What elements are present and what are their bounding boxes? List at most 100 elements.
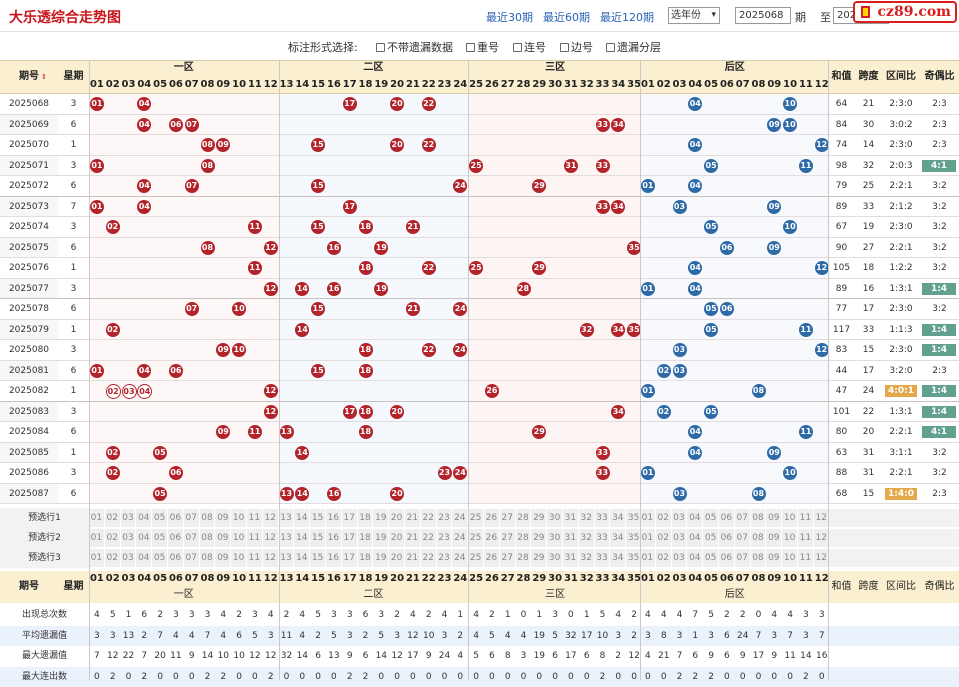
predict-number[interactable]: 19: [373, 549, 389, 567]
predict-number[interactable]: 28: [515, 529, 531, 547]
predict-number[interactable]: 06: [719, 529, 734, 547]
predict-number[interactable]: 02: [655, 529, 671, 547]
predict-number[interactable]: 24: [452, 549, 468, 567]
predict-number[interactable]: 32: [578, 529, 594, 547]
issue-cell[interactable]: 2025069: [0, 114, 58, 135]
checkbox-icon[interactable]: [513, 42, 522, 52]
issue-cell[interactable]: 2025085: [0, 442, 58, 463]
predict-number[interactable]: 27: [499, 509, 515, 527]
predict-number[interactable]: 30: [547, 509, 562, 527]
predict-number[interactable]: 21: [405, 509, 420, 527]
predict-number[interactable]: 07: [183, 509, 199, 527]
predict-number[interactable]: 11: [798, 509, 813, 527]
predict-number[interactable]: 20: [389, 509, 404, 527]
issue-cell[interactable]: 2025075: [0, 237, 58, 258]
predict-number[interactable]: 01: [89, 529, 104, 547]
predict-number[interactable]: 29: [531, 549, 547, 567]
predict-number[interactable]: 14: [294, 529, 310, 547]
predict-number[interactable]: 13: [278, 509, 294, 527]
predict-number[interactable]: 23: [436, 549, 452, 567]
predict-number[interactable]: 02: [104, 529, 120, 547]
predict-number[interactable]: 03: [671, 549, 687, 567]
predict-number[interactable]: 30: [547, 529, 562, 547]
predict-number[interactable]: 07: [734, 529, 750, 547]
checkbox-icon[interactable]: [466, 42, 475, 52]
issue-cell[interactable]: 2025078: [0, 299, 58, 320]
predict-number[interactable]: 30: [547, 549, 562, 567]
predict-number[interactable]: 32: [578, 509, 594, 527]
issue-cell[interactable]: 2025070: [0, 135, 58, 156]
predict-number[interactable]: 12: [262, 549, 278, 567]
predict-number[interactable]: 28: [515, 509, 531, 527]
recent-30-link[interactable]: 最近30期: [486, 11, 533, 24]
predict-number[interactable]: 16: [326, 549, 341, 567]
predict-number[interactable]: 22: [420, 509, 436, 527]
predict-number[interactable]: 23: [436, 529, 452, 547]
predict-number[interactable]: 05: [152, 529, 167, 547]
predict-number[interactable]: 29: [531, 509, 547, 527]
predict-number[interactable]: 08: [199, 509, 215, 527]
predict-number[interactable]: 33: [594, 549, 610, 567]
issue-cell[interactable]: 2025086: [0, 463, 58, 484]
predict-number[interactable]: 32: [578, 549, 594, 567]
issue-cell[interactable]: 2025072: [0, 176, 58, 197]
sort-icon[interactable]: ⇕: [41, 73, 47, 81]
predict-number[interactable]: 24: [452, 529, 468, 547]
issue-from-input[interactable]: 2025068: [735, 7, 791, 24]
predict-number[interactable]: 18: [357, 529, 373, 547]
option-edge[interactable]: 边号: [560, 39, 593, 55]
predict-number[interactable]: 06: [168, 509, 183, 527]
predict-number[interactable]: 16: [326, 529, 341, 547]
predict-number[interactable]: 14: [294, 549, 310, 567]
predict-number[interactable]: 21: [405, 529, 420, 547]
predict-number[interactable]: 07: [734, 509, 750, 527]
predict-number[interactable]: 06: [719, 509, 734, 527]
recent-60-link[interactable]: 最近60期: [543, 11, 590, 24]
issue-cell[interactable]: 2025081: [0, 360, 58, 381]
issue-cell[interactable]: 2025083: [0, 401, 58, 422]
predict-number[interactable]: 01: [640, 529, 655, 547]
predict-number[interactable]: 04: [136, 549, 152, 567]
issue-cell[interactable]: 2025084: [0, 422, 58, 443]
predict-number[interactable]: 01: [640, 509, 655, 527]
option-consecutive[interactable]: 连号: [513, 39, 546, 55]
predict-number[interactable]: 01: [640, 549, 655, 567]
issue-cell[interactable]: 2025077: [0, 278, 58, 299]
predict-number[interactable]: 12: [262, 509, 278, 527]
predict-number[interactable]: 19: [373, 509, 389, 527]
predict-number[interactable]: 21: [405, 549, 420, 567]
predict-number[interactable]: 02: [104, 549, 120, 567]
predict-number[interactable]: 33: [594, 529, 610, 547]
predict-number[interactable]: 25: [468, 509, 483, 527]
predict-number[interactable]: 23: [436, 509, 452, 527]
predict-number[interactable]: 15: [310, 509, 325, 527]
predict-number[interactable]: 25: [468, 529, 483, 547]
predict-number[interactable]: 09: [766, 509, 782, 527]
issue-cell[interactable]: 2025082: [0, 381, 58, 402]
predict-number[interactable]: 04: [687, 549, 703, 567]
predict-number[interactable]: 11: [798, 529, 813, 547]
predict-number[interactable]: 35: [626, 509, 641, 527]
predict-number[interactable]: 08: [750, 509, 766, 527]
option-layered[interactable]: 遗漏分层: [606, 39, 661, 55]
issue-cell[interactable]: 2025071: [0, 155, 58, 176]
predict-number[interactable]: 29: [531, 529, 547, 547]
predict-number[interactable]: 11: [798, 549, 813, 567]
predict-number[interactable]: 11: [247, 509, 262, 527]
predict-number[interactable]: 31: [563, 529, 578, 547]
predict-number[interactable]: 04: [136, 509, 152, 527]
predict-number[interactable]: 26: [484, 509, 499, 527]
predict-number[interactable]: 12: [262, 529, 278, 547]
predict-number[interactable]: 06: [719, 549, 734, 567]
predict-number[interactable]: 06: [168, 529, 183, 547]
predict-number[interactable]: 07: [183, 529, 199, 547]
predict-number[interactable]: 25: [468, 549, 483, 567]
predict-number[interactable]: 34: [610, 529, 626, 547]
predict-number[interactable]: 03: [120, 509, 136, 527]
predict-number[interactable]: 22: [420, 549, 436, 567]
option-repeat[interactable]: 重号: [466, 39, 499, 55]
predict-number[interactable]: 17: [341, 529, 357, 547]
issue-cell[interactable]: 2025087: [0, 483, 58, 504]
predict-number[interactable]: 05: [152, 549, 167, 567]
predict-number[interactable]: 34: [610, 549, 626, 567]
